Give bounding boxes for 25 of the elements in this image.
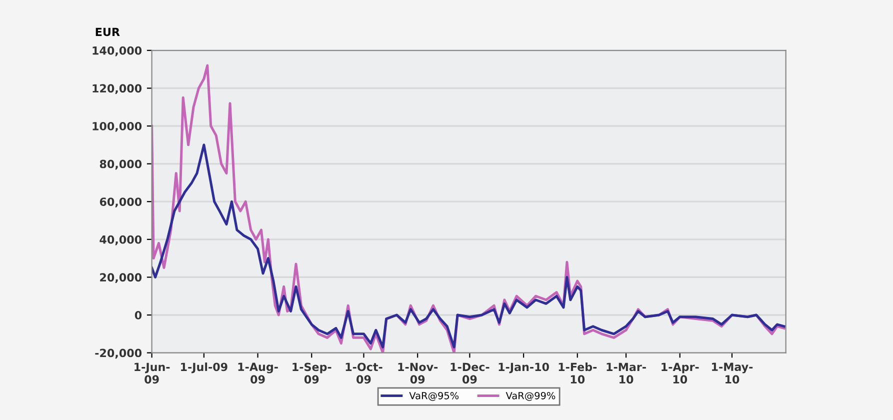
y-tick-label: 140,000 xyxy=(92,46,142,56)
y-tick-label: 80,000 xyxy=(100,160,142,170)
y-tick-label: 100,000 xyxy=(92,122,142,132)
legend-label: VaR@95% xyxy=(409,392,459,401)
legend-label: VaR@99% xyxy=(506,392,556,401)
y-tick-label: -20,000 xyxy=(95,348,142,359)
x-tick-label: 1-Oct- 09 xyxy=(346,362,382,384)
y-tick-label: 40,000 xyxy=(100,235,142,246)
x-tick-label: 1-Dec- 09 xyxy=(450,362,490,384)
y-tick-label: 20,000 xyxy=(100,273,142,283)
x-tick-label: 1-Jun- 09 xyxy=(134,362,170,384)
x-tick-label: 1-Jan-10 xyxy=(498,362,549,374)
x-tick-label: 1-May- 10 xyxy=(712,362,753,384)
x-tick-label: 1-Apr- 10 xyxy=(662,362,699,384)
y-axis-title: EUR xyxy=(96,28,120,36)
line-series xyxy=(152,144,786,348)
x-tick-label: 1-Mar- 10 xyxy=(606,362,646,384)
x-tick-label: 1-Nov- 09 xyxy=(398,362,438,384)
y-tick-label: 60,000 xyxy=(100,198,142,208)
y-tick-label: 0 xyxy=(134,310,142,320)
x-tick-label: 1-Aug- 09 xyxy=(238,362,278,384)
y-tick-label: 120,000 xyxy=(92,84,142,94)
x-tick-label: 1-Feb- 10 xyxy=(558,362,597,384)
x-tick-label: 1-Jul-09 xyxy=(181,362,228,374)
x-tick-label: 1-Sep- 09 xyxy=(292,362,332,384)
